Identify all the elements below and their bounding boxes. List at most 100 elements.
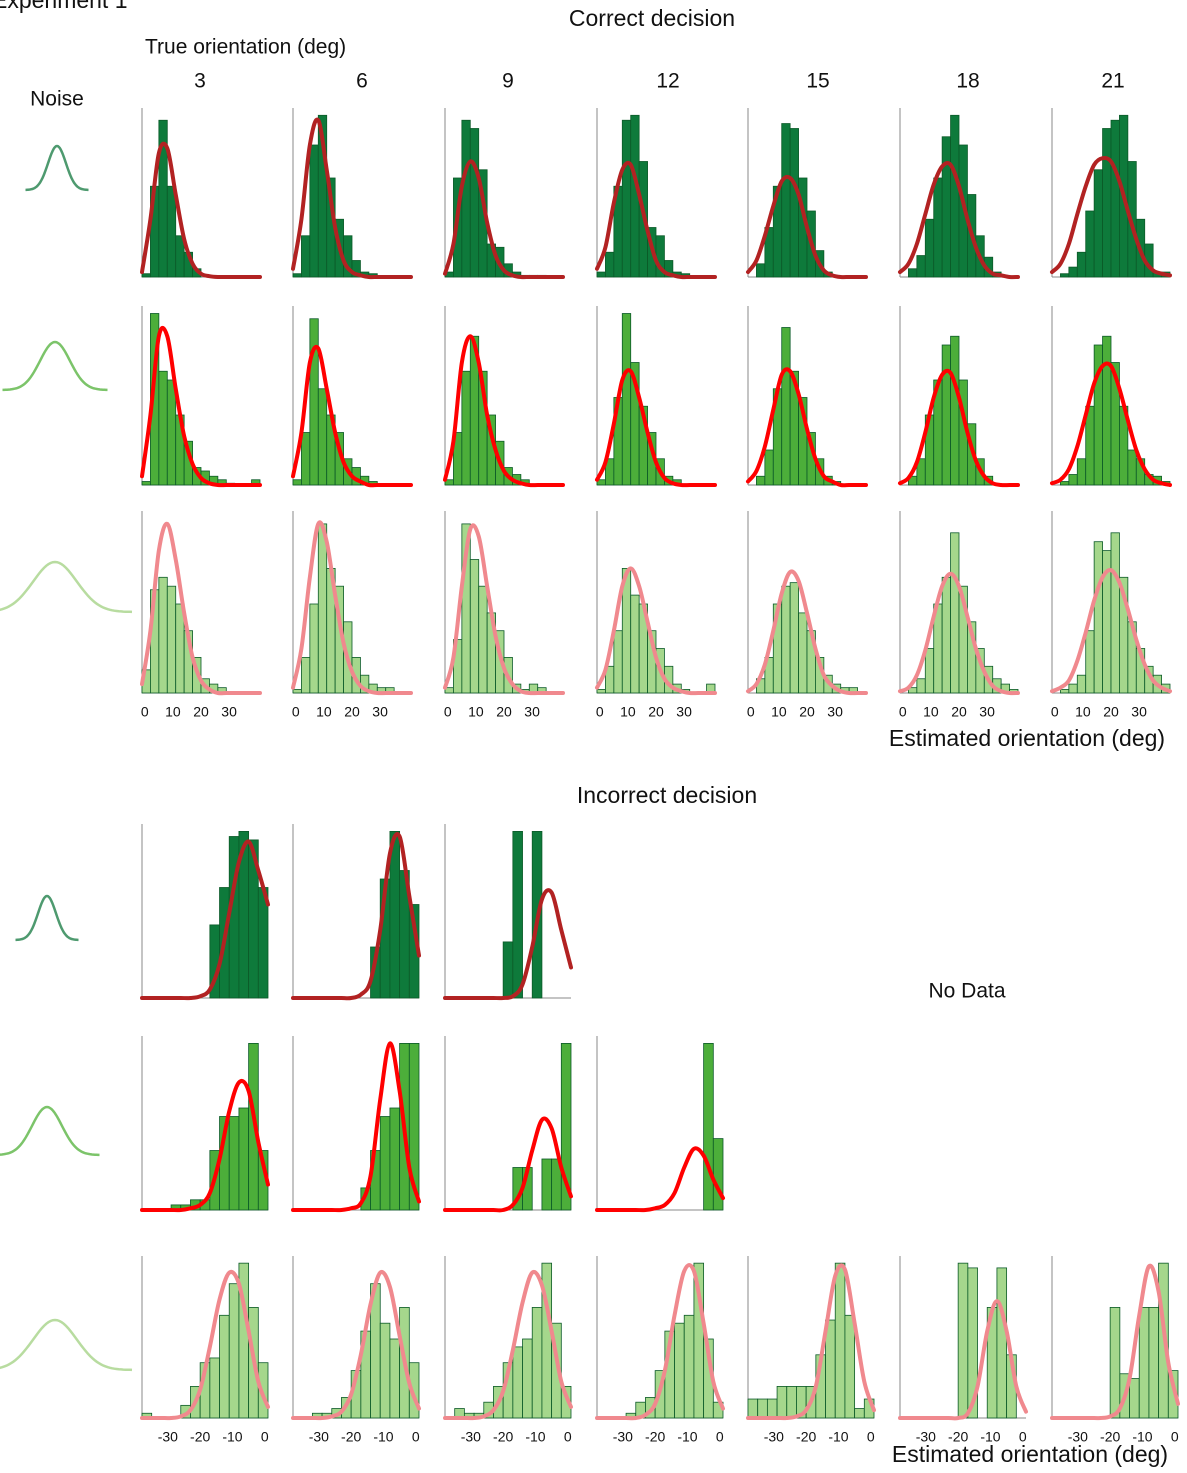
x-tick-label: -30 xyxy=(309,1429,329,1445)
fit-curve xyxy=(595,1263,725,1421)
fit-curve xyxy=(595,1146,725,1213)
fit-curve xyxy=(140,839,270,1001)
noise-icon xyxy=(2,340,108,392)
histogram-bar xyxy=(141,481,151,486)
histogram-bar xyxy=(605,251,615,278)
histogram-bar xyxy=(957,1262,969,1419)
histogram-bar xyxy=(933,177,943,278)
x-tick-label: 10 xyxy=(1075,704,1091,720)
x-tick-label: -20 xyxy=(645,1429,665,1445)
x-tick-label: 0 xyxy=(292,704,300,720)
histogram-bar xyxy=(301,235,311,278)
histogram-bar xyxy=(764,449,774,486)
noise-icon xyxy=(0,560,133,614)
fit-curve xyxy=(595,566,717,696)
x-tick-label: 0 xyxy=(564,1429,572,1445)
fit-curve xyxy=(291,520,413,696)
histogram-bar xyxy=(1102,128,1112,278)
x-tick-label: -30 xyxy=(1068,1429,1088,1445)
histogram-bar xyxy=(141,273,151,278)
histogram-bar xyxy=(941,344,951,486)
histogram-bar xyxy=(1068,683,1078,694)
x-tick-label: 10 xyxy=(165,704,181,720)
x-tick-label: 10 xyxy=(620,704,636,720)
x-tick-label: -10 xyxy=(980,1429,1000,1445)
histogram-bar xyxy=(301,657,311,694)
histogram-bar xyxy=(1085,630,1095,694)
x-tick-label: -30 xyxy=(916,1429,936,1445)
histogram-bar xyxy=(683,1314,695,1419)
histogram-bar xyxy=(703,1043,714,1211)
histogram-bar xyxy=(789,128,799,278)
x-tick-label: -20 xyxy=(341,1429,361,1445)
x-tick-label: 30 xyxy=(221,704,237,720)
x-tick-label: -10 xyxy=(1132,1429,1152,1445)
column-label: 6 xyxy=(356,70,368,93)
histogram-bar xyxy=(1138,1307,1150,1419)
histogram-bar xyxy=(781,123,791,278)
histogram-bar xyxy=(301,432,311,486)
histogram-bar xyxy=(996,1267,1008,1419)
histogram-bar xyxy=(1060,481,1070,486)
column-label: 9 xyxy=(502,70,514,93)
histogram-bar xyxy=(309,603,319,694)
histogram-bar xyxy=(461,370,471,486)
histogram-bar xyxy=(967,1267,978,1419)
fit-curve xyxy=(746,367,868,488)
column-axis-title: True orientation (deg) xyxy=(145,36,346,59)
x-tick-label: -20 xyxy=(948,1429,968,1445)
histogram-bar xyxy=(309,144,319,278)
histogram-bar xyxy=(1093,169,1103,278)
x-tick-label: 20 xyxy=(648,704,664,720)
histogram-bar xyxy=(478,585,488,694)
x-tick-label: 30 xyxy=(979,704,995,720)
x-tick-label: 10 xyxy=(468,704,484,720)
histogram-bar xyxy=(541,1158,553,1211)
x-tick-label: 0 xyxy=(716,1429,724,1445)
x-tick-label: -30 xyxy=(158,1429,178,1445)
x-tick-label: 20 xyxy=(193,704,209,720)
histogram-bar xyxy=(766,1398,778,1419)
histogram-bar xyxy=(166,585,177,694)
histogram-bar xyxy=(248,1043,259,1211)
histogram-bar xyxy=(389,1338,401,1419)
x-tick-label: 20 xyxy=(496,704,512,720)
histogram-bar xyxy=(844,1314,856,1419)
x-tick-label: -20 xyxy=(190,1429,210,1445)
histogram-bar xyxy=(1085,210,1095,278)
row-label: Noise xyxy=(30,88,84,111)
x-tick-label: 10 xyxy=(923,704,939,720)
x-tick-label: 0 xyxy=(444,704,452,720)
x-tick-label: -20 xyxy=(1100,1429,1120,1445)
histogram-bar xyxy=(408,1362,420,1419)
fit-curve xyxy=(898,1299,1028,1421)
noise-icon xyxy=(0,1318,133,1372)
histogram-bar xyxy=(621,313,632,486)
histogram-bar xyxy=(916,678,926,694)
histogram-bar xyxy=(1076,458,1087,486)
histogram-bar xyxy=(158,576,168,694)
x-tick-label: 0 xyxy=(141,704,149,720)
histogram-bar xyxy=(1068,266,1078,278)
histogram-bar xyxy=(747,1398,759,1419)
histogram-bar xyxy=(950,114,960,278)
histogram-bar xyxy=(781,327,791,486)
histogram-bar xyxy=(461,119,471,278)
x-tick-label: -20 xyxy=(796,1429,816,1445)
histogram-bar xyxy=(834,1262,846,1419)
histogram-bar xyxy=(1076,674,1087,694)
histogram-bar xyxy=(531,1307,543,1419)
histogram-bar xyxy=(1127,449,1137,486)
histogram-bar xyxy=(292,689,302,694)
x-tick-label: -30 xyxy=(461,1429,481,1445)
histogram-bar xyxy=(551,1322,562,1419)
x-tick-label: -10 xyxy=(373,1429,393,1445)
x-tick-label: 10 xyxy=(771,704,787,720)
histogram-bar xyxy=(512,831,523,999)
fit-curve xyxy=(746,1263,876,1421)
histogram-bar xyxy=(941,136,951,278)
histogram-bar xyxy=(789,582,799,694)
x-tick-label: 0 xyxy=(412,1429,420,1445)
histogram-bar xyxy=(512,1346,523,1419)
